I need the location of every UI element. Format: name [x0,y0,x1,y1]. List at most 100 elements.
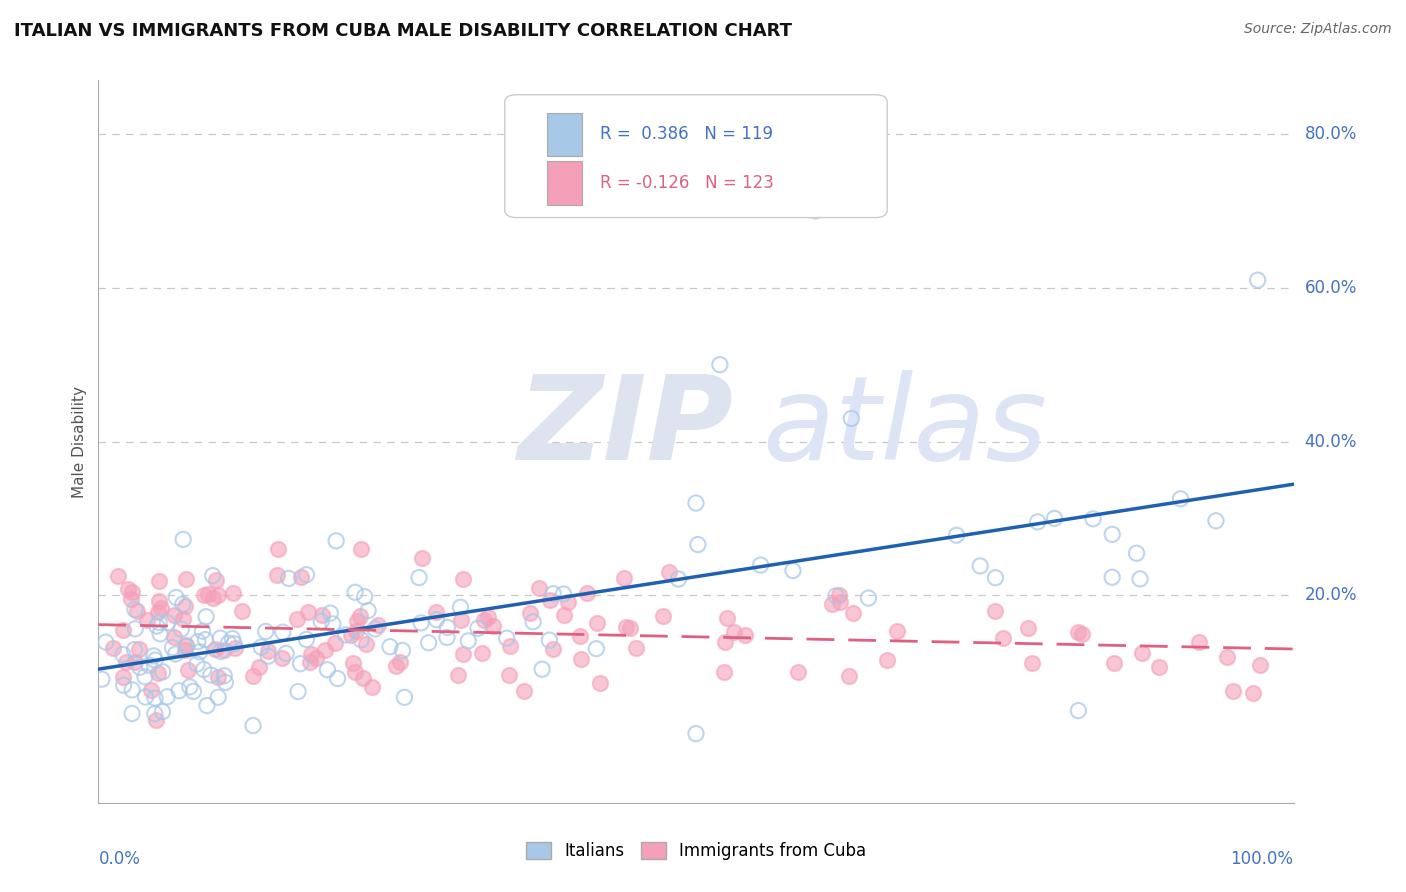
Point [527,581,550,595]
Point [984,571,1007,585]
Point [170,622,193,636]
Point [388,655,411,669]
Point [305,650,328,665]
Point [217,636,239,650]
Point [613,571,636,585]
Point [271,625,294,640]
Point [714,634,737,648]
Point [212,669,235,683]
Point [367,618,389,632]
Point [969,558,991,573]
Point [1104,656,1126,670]
Point [124,642,146,657]
Point [197,586,219,600]
Point [886,624,908,639]
Point [513,683,536,698]
Point [179,680,201,694]
Point [353,590,375,604]
Point [186,657,208,671]
Point [254,624,277,639]
Point [299,647,322,661]
Point [117,582,139,597]
Text: 0.0%: 0.0% [98,850,141,868]
Point [277,571,299,585]
Point [349,608,371,623]
Point [326,672,349,686]
Point [172,597,194,611]
Point [1125,546,1147,560]
Point [295,567,318,582]
Point [472,613,495,627]
Point [112,624,135,638]
Point [148,574,170,589]
Point [222,586,245,600]
Point [782,564,804,578]
Point [231,604,253,618]
Point [191,624,214,639]
Point [183,684,205,698]
Point [152,705,174,719]
Point [709,358,731,372]
Point [112,678,135,692]
Point [614,620,637,634]
Point [1021,657,1043,671]
Point [477,610,499,624]
Point [343,665,366,680]
Point [124,602,146,616]
Point [188,645,211,659]
FancyBboxPatch shape [547,112,582,156]
Point [668,572,690,586]
Point [1216,650,1239,665]
Point [749,558,772,573]
Point [163,630,186,644]
Point [499,639,522,653]
Text: 100.0%: 100.0% [1230,850,1294,868]
Point [121,682,143,697]
Point [290,569,312,583]
Point [207,670,229,684]
Text: ITALIAN VS IMMIGRANTS FROM CUBA MALE DISABILITY CORRELATION CHART: ITALIAN VS IMMIGRANTS FROM CUBA MALE DIS… [14,22,792,40]
Point [1241,686,1264,700]
Point [426,613,449,627]
Point [148,615,170,630]
Y-axis label: Male Disability: Male Disability [72,385,87,498]
Point [828,595,851,609]
Point [143,653,166,667]
Point [322,616,344,631]
Point [522,615,544,629]
Point [1249,657,1271,672]
Point [1170,491,1192,506]
Point [143,691,166,706]
Text: R = -0.126   N = 123: R = -0.126 N = 123 [600,174,775,192]
Point [356,637,378,651]
Point [195,609,218,624]
Point [1101,527,1123,541]
Point [391,643,413,657]
Point [619,620,641,634]
Point [716,611,738,625]
Point [820,597,842,611]
Point [172,533,194,547]
Point [576,585,599,599]
Point [569,629,592,643]
Point [107,568,129,582]
Point [450,600,472,615]
Point [495,631,517,645]
Point [585,641,607,656]
Point [90,672,112,686]
Point [713,665,735,679]
Point [1129,572,1152,586]
Point [124,655,146,669]
Point [94,635,117,649]
Point [152,665,174,679]
Point [436,620,458,634]
Point [204,642,226,657]
Point [209,631,232,645]
Point [323,636,346,650]
Point [538,592,561,607]
Point [378,640,401,654]
Point [357,603,380,617]
Text: 20.0%: 20.0% [1305,586,1357,604]
Point [353,671,375,685]
Point [685,726,707,740]
